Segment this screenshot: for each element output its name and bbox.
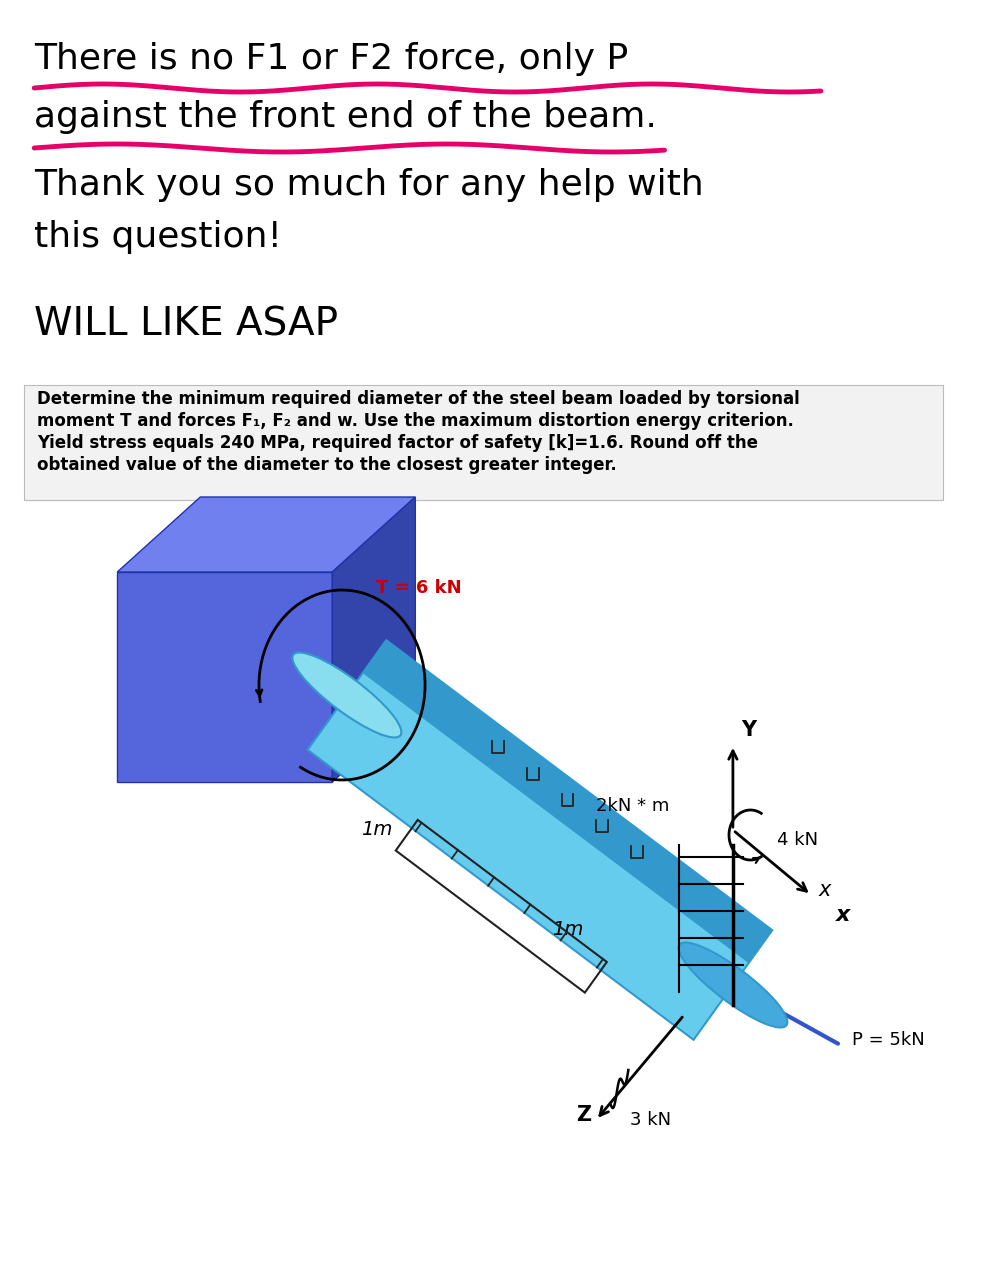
Polygon shape [117, 572, 333, 782]
Text: 1m: 1m [360, 819, 392, 838]
Text: this question!: this question! [34, 220, 282, 253]
Text: Thank you so much for any help with: Thank you so much for any help with [34, 168, 704, 202]
Text: There is no F1 or F2 force, only P: There is no F1 or F2 force, only P [34, 42, 629, 76]
Polygon shape [333, 497, 415, 782]
Text: 3 kN: 3 kN [631, 1111, 671, 1129]
Text: x: x [819, 881, 831, 900]
Polygon shape [362, 640, 773, 963]
FancyBboxPatch shape [25, 385, 943, 500]
Text: 1m: 1m [552, 920, 583, 940]
Text: T = 6 kN: T = 6 kN [376, 579, 462, 596]
Polygon shape [308, 640, 773, 1039]
Ellipse shape [678, 942, 787, 1028]
Text: WILL LIKE ASAP: WILL LIKE ASAP [34, 305, 339, 343]
Text: x: x [835, 905, 850, 925]
Text: Determine the minimum required diameter of the steel beam loaded by torsional: Determine the minimum required diameter … [37, 390, 800, 408]
Text: 4 kN: 4 kN [777, 831, 818, 849]
Text: P = 5kN: P = 5kN [852, 1030, 924, 1050]
Text: obtained value of the diameter to the closest greater integer.: obtained value of the diameter to the cl… [37, 456, 617, 474]
Text: Z: Z [577, 1105, 592, 1125]
Text: against the front end of the beam.: against the front end of the beam. [34, 100, 657, 134]
Ellipse shape [293, 653, 401, 737]
Text: Yield stress equals 240 MPa, required factor of safety [k]=1.6. Round off the: Yield stress equals 240 MPa, required fa… [37, 434, 758, 452]
Text: Y: Y [741, 719, 756, 740]
Text: moment T and forces F₁, F₂ and w. Use the maximum distortion energy criterion.: moment T and forces F₁, F₂ and w. Use th… [37, 412, 794, 430]
Polygon shape [117, 497, 415, 572]
Text: 2kN * m: 2kN * m [596, 797, 669, 815]
